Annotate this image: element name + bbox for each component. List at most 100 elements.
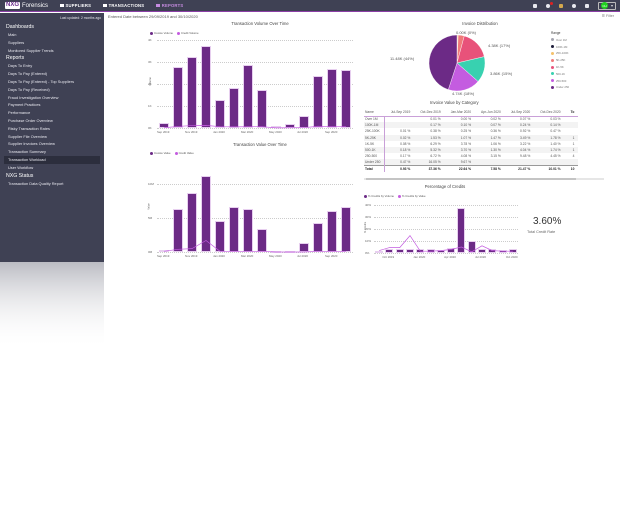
table-title: Invoice Value by Category [430,100,479,105]
bar-dec-2019[interactable] [200,175,212,252]
bar-mar-2020[interactable] [242,65,254,128]
pie-legend-item[interactable]: Over 1M [551,37,569,44]
value-bar-chart[interactable]: 10M 5M 0M Sep 2019 Nov 2019 Jan 2020 Mar 2020 M… [145,160,355,260]
bar-dec-2019[interactable] [200,45,212,128]
bar-nov-2019[interactable] [186,56,198,128]
column-header[interactable]: To [564,108,579,117]
pie-legend-item[interactable]: 500-1K [551,70,569,77]
pie-label-250-500: 4.74K (18%) [452,91,475,96]
table-cell: 0.36 % [490,129,501,134]
pie-label-1k-5k: 4.38K (17%) [488,43,511,48]
sidebar-item-main[interactable]: Main [8,32,17,37]
column-header[interactable]: Oct-Dec 2020 [534,108,565,117]
sidebar-item-fraud-investigation[interactable]: Fraud Investigation Overview [8,94,59,100]
pie-legend-item[interactable]: 25K-100K [551,50,569,57]
table-cell: 1.47 % [475,134,505,141]
table-cell: 0.01 % [400,129,411,134]
table-horizontal-scrollbar[interactable] [364,178,604,180]
sidebar-item-monitored-supplier-trends[interactable]: Monitored Supplier Trends [8,47,54,53]
gridline [374,205,518,206]
bar-apr-2020[interactable] [447,248,456,253]
bar-feb-2020[interactable] [228,88,240,128]
bar-sep-2020[interactable] [326,68,338,128]
nav-transactions[interactable]: TRANSACTIONS [103,3,144,8]
table-cell: 37.36 % [414,164,445,172]
pie-legend-item[interactable]: Under 250 [551,84,569,91]
legend-credits-volume[interactable]: % Credits by Volume [364,194,394,198]
sidebar-item-risky-transaction-rates[interactable]: Risky Transaction Rates [8,125,50,131]
nav-reports[interactable]: REPORTS [156,3,183,8]
bar-dec-2019[interactable] [405,249,414,253]
credits-bar-chart[interactable]: 40% 30% 20% 10% 0% Oct 2019 Jan 2020 Apr 2020 Ju… [362,201,520,261]
column-header[interactable]: Name [364,108,385,117]
pie-slice-under 250[interactable] [428,34,458,90]
volume-bar-chart[interactable]: 4K 3K 2K 1K 0K Sep 2019 Nov 2019 Jan 2020 Mar 20… [145,36,355,136]
column-header[interactable]: Jul-Sep 2019 [384,108,415,117]
sidebar-item-supplier-invoices-overview[interactable]: Supplier Invoices Overview [8,141,55,147]
bar-oct-2019[interactable] [172,209,184,252]
bar-sep-2019[interactable] [375,251,384,254]
logo[interactable]: NXG Forensics [5,2,48,9]
credits-chart-legend: % Credits by Volume % Credits by Value [364,194,426,198]
sidebar-item-suppliers[interactable]: Suppliers [8,39,25,45]
bar-oct-2019[interactable] [172,66,184,128]
help-icon[interactable] [571,3,576,8]
pie-legend-item[interactable]: 250-500 [551,77,569,84]
bar-oct-2019[interactable] [385,248,394,253]
sidebar-item-data-quality-report[interactable]: Transaction Data Quality Report [8,180,64,186]
bar-aug-2020[interactable] [312,75,324,128]
invoice-distribution-pie[interactable] [428,34,486,92]
user-menu-button[interactable]: CH ▾ [597,1,616,10]
sidebar-item-supplier-file-overview[interactable]: Supplier File Overview [8,133,47,139]
scroll-thumb[interactable] [366,178,576,180]
pie-legend-item[interactable]: 5K-25K [551,57,569,64]
bar-nov-2019[interactable] [186,193,198,252]
sidebar-item-days-to-pay-entered[interactable]: Days To Pay (Entered) [8,71,48,77]
folder-icon[interactable] [558,3,563,8]
chat-icon[interactable] [584,3,589,8]
nav-suppliers-label: SUPPLIERS [65,3,92,8]
invoice-value-table: Name Jul-Sep 2019 Oct-Dec 2019 Jan-Mar 2020… [364,108,579,172]
sidebar-item-days-to-entry[interactable]: Days To Entry [8,63,33,69]
column-header[interactable]: Jul-Sep 2020 [504,108,535,117]
sidebar-item-transaction-summary[interactable]: Transaction Summary [8,149,46,155]
bar-jun-2020[interactable] [467,241,476,253]
nav-suppliers[interactable]: SUPPLIERS [60,3,91,8]
pie-legend-item[interactable]: 1K-5K [551,64,569,71]
bar-jul-2020[interactable] [477,249,486,253]
sidebar-item-purchase-order-overview[interactable]: Purchase Order Overview [8,117,53,123]
legend-credits-value[interactable]: % Credits by Value [397,194,426,198]
legend-credit-value[interactable]: Credit Value [174,151,194,155]
filter-button[interactable]: ☰ Filter [601,14,614,18]
column-header[interactable]: Apr-Jun 2020 [475,108,505,117]
table-cell: 4.08 % [460,154,472,159]
document-icon[interactable] [532,3,537,8]
sidebar-item-transaction-workload[interactable]: Transaction Workload [4,155,100,164]
sidebar-item-performance[interactable]: Performance [8,110,31,116]
gridline [157,184,353,186]
sidebar-item-user-workflow[interactable]: User Workflow [8,164,34,170]
column-header[interactable]: Jan-Mar 2020 [444,108,476,117]
logo-text: Forensics [22,2,49,9]
bar-nov-2019[interactable] [395,249,404,253]
legend-invoice-volume[interactable]: Invoice Volume [150,31,173,35]
table-cell: 0.10 % [444,122,476,129]
y-tick-label: 4K [148,38,152,42]
table-cell: 250-500 [364,153,386,160]
bar-may-2020[interactable] [457,208,466,253]
pie-legend-item[interactable]: 100K-1M [551,43,569,50]
column-header[interactable]: Oct-Dec 2019 [414,108,445,117]
legend-invoice-value[interactable]: Invoice Value [150,151,171,155]
gear-alert-icon[interactable] [545,1,553,8]
bar-apr-2020[interactable] [256,90,268,128]
bar-jan-2020[interactable] [214,100,226,128]
bar-jul-2020[interactable] [298,243,310,252]
sidebar-item-payment-practices[interactable]: Payment Practices [8,102,41,108]
sidebar-item-days-to-pay-top-suppliers[interactable]: Days To Pay (Entered) - Top Suppliers [8,78,75,84]
bar-oct-2020[interactable] [340,70,352,128]
sidebar-item-days-to-pay-received[interactable]: Days To Pay (Received) [8,86,50,92]
legend-credit-volume[interactable]: Credit Volume [176,31,199,35]
table-cell: 3.78 % [460,141,472,146]
main-nav: SUPPLIERS TRANSACTIONS REPORTS [60,3,183,8]
y-tick-label: 40% [365,203,372,207]
